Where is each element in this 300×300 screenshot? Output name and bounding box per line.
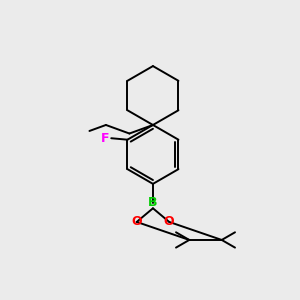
Text: B: B [148, 196, 158, 209]
Text: O: O [164, 215, 175, 228]
Text: F: F [101, 132, 110, 145]
Text: O: O [131, 215, 142, 228]
